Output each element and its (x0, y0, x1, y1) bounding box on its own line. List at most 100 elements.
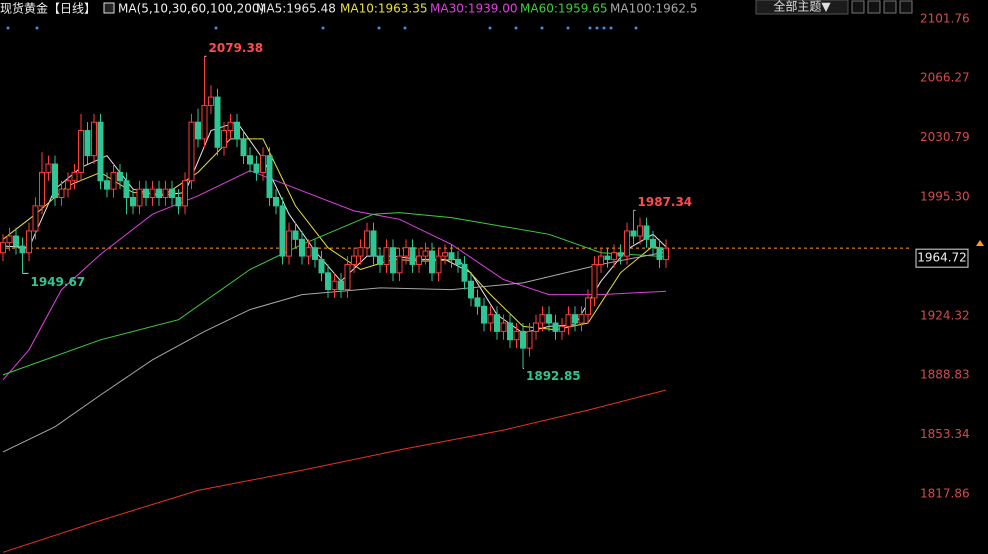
marker-dot (595, 26, 599, 30)
candle-body (234, 121, 240, 140)
candle-body (312, 247, 318, 260)
candle-body (247, 155, 253, 165)
candle-body (526, 330, 533, 349)
price-box (915, 248, 969, 268)
candle-body (221, 130, 227, 148)
marker-dot (6, 26, 10, 30)
candle-body (604, 255, 611, 260)
tool-icon[interactable] (883, 0, 897, 14)
candle-body (344, 263, 351, 291)
candle-body (58, 188, 65, 198)
candle-body (637, 225, 643, 237)
candle-body (325, 272, 331, 291)
candle-body (630, 230, 637, 237)
candle-body (448, 252, 455, 260)
candle-body (65, 180, 71, 190)
legend-entry: MA30:1939.00 (430, 2, 518, 16)
candle-body (26, 230, 32, 254)
candle-body (253, 163, 260, 173)
indicator-label: MA(5,10,30,60,100,200) (118, 2, 264, 16)
candle-body (32, 205, 39, 232)
candle-body (6, 235, 13, 244)
candle-body (52, 163, 58, 198)
candle-body (227, 121, 234, 132)
ma-line (2, 212, 667, 376)
candle-body (169, 188, 175, 198)
marker-dot (214, 26, 218, 30)
candle-body (78, 130, 84, 173)
candle-body (331, 280, 338, 291)
annotation: 1892.85 (526, 369, 581, 383)
ma-line (2, 389, 667, 553)
y-tick-label: 1995.30 (920, 189, 970, 203)
tool-icon[interactable] (851, 0, 865, 14)
legend-entry: MA100:1962.5 (610, 2, 698, 16)
candle-body (435, 255, 442, 274)
candle-body (513, 330, 520, 341)
candle-body (572, 314, 578, 324)
theme-button[interactable] (755, 0, 849, 15)
candle-body (201, 104, 208, 140)
candle-body (156, 188, 162, 198)
marker-dot (514, 26, 518, 30)
candle-body (533, 322, 539, 332)
indicator-icon[interactable] (103, 2, 115, 14)
candle-body (71, 171, 78, 182)
marker-dot (588, 26, 592, 30)
candle-body (396, 255, 403, 274)
header-title: 现货黄金【日线】 (0, 1, 96, 16)
tool-icon[interactable] (867, 0, 881, 14)
marker-dot (321, 26, 325, 30)
candle-body (13, 235, 19, 247)
y-tick-label: 1853.34 (920, 427, 970, 441)
candle-body (585, 297, 591, 316)
candle-body (383, 247, 390, 265)
candle-body (598, 255, 604, 265)
marker-dot (403, 26, 407, 30)
candle-body (318, 258, 325, 274)
candle-body (279, 205, 286, 257)
candle-body (611, 252, 617, 260)
ma-line (2, 170, 667, 381)
candle-body (182, 180, 188, 207)
candle-body (422, 250, 429, 257)
legend-entry: MA5:1965.48 (256, 2, 336, 16)
candle-body (208, 96, 214, 106)
candle-body (19, 245, 26, 254)
candle-body (292, 230, 299, 240)
candle-body (110, 171, 117, 190)
price-box-label: 1964.72 (917, 251, 967, 265)
candle-body (97, 121, 104, 182)
annotation: 1949.67 (31, 275, 86, 289)
candle-body (468, 280, 474, 299)
marker-dot (566, 26, 570, 30)
candle-body (305, 247, 312, 257)
candle-body (507, 322, 513, 341)
y-tick-label: 2066.27 (920, 71, 970, 85)
theme-button-label[interactable]: 全部主题▼ (773, 0, 831, 14)
top-dots (6, 26, 638, 30)
candle-body (487, 314, 494, 324)
candle-body (409, 247, 416, 265)
candle-body (403, 247, 409, 257)
candle-body (461, 263, 468, 282)
price-marker (976, 240, 984, 246)
candle-body (214, 96, 221, 148)
candle-body (624, 230, 630, 257)
candle-body (546, 314, 552, 324)
candle-body (663, 247, 669, 260)
marker-dot (602, 26, 606, 30)
tool-icon[interactable] (899, 0, 913, 14)
candle-body (481, 305, 487, 324)
marker-dot (35, 26, 39, 30)
candle-body (149, 188, 156, 198)
candle-body (552, 322, 559, 332)
candle-body (591, 263, 598, 299)
candle-body (91, 121, 97, 157)
candle-body (162, 188, 169, 198)
candle-body (357, 247, 364, 257)
candle-body (117, 171, 123, 182)
candle-body (390, 247, 396, 274)
